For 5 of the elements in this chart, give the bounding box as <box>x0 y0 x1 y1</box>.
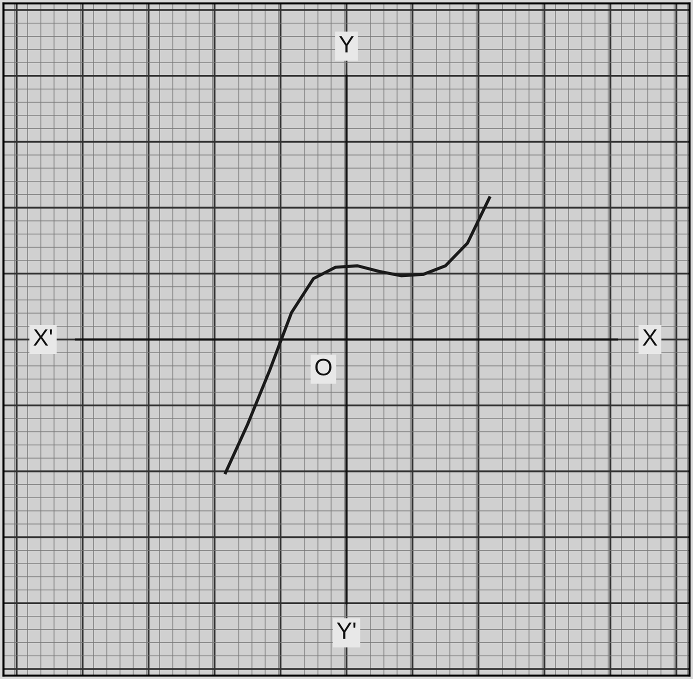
text: X' <box>33 329 52 346</box>
text: Y <box>339 36 354 52</box>
text: X <box>642 329 658 346</box>
text: Y' <box>336 622 356 639</box>
annotation: O <box>315 358 332 376</box>
